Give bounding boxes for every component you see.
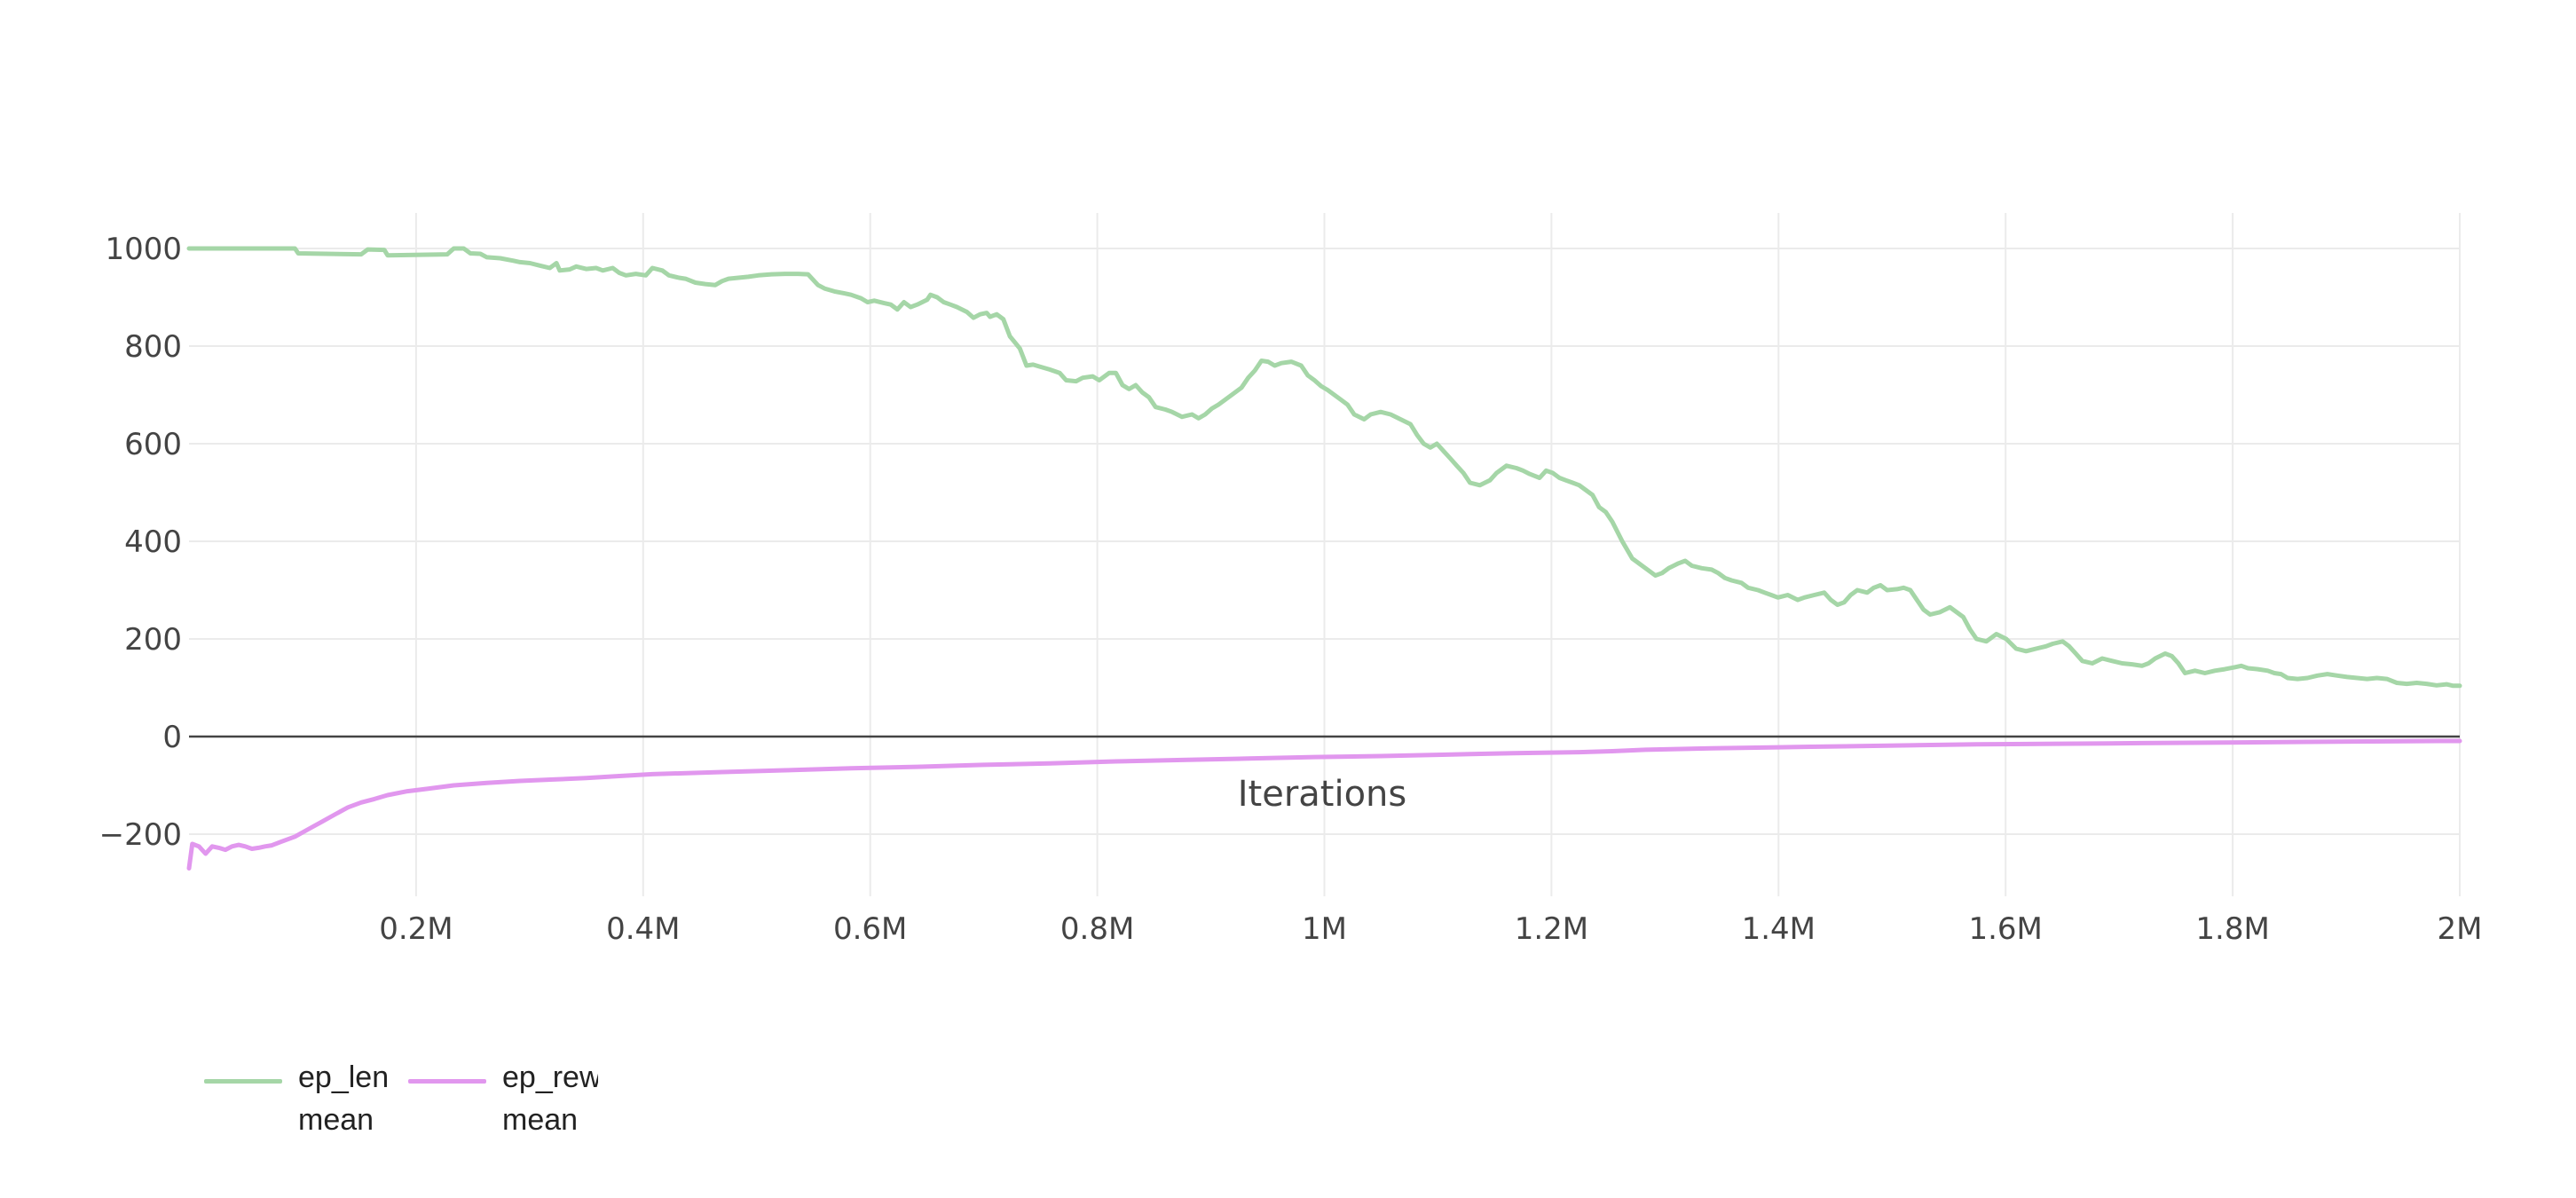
x-axis-ticks: 0.2M 0.4M 0.6M 0.8M 1M 1.2M 1.4M 1.6M 1.8M 2M bbox=[379, 911, 2482, 947]
series-line-ep-len-mean bbox=[186, 246, 2462, 689]
legend-item-ep-len-mean[interactable]: ep_len mean bbox=[204, 1056, 408, 1145]
legend-label-ep-rew-mean: ep_rew mean bbox=[502, 1060, 598, 1137]
y-tick-label: 200 bbox=[124, 622, 182, 658]
grid-lines bbox=[189, 213, 2461, 896]
legend-swatch-ep-len-mean bbox=[204, 1079, 282, 1084]
x-tick-label: 1.8M bbox=[2195, 911, 2269, 947]
y-tick-label: 600 bbox=[124, 427, 182, 462]
x-tick-label: 0.4M bbox=[606, 911, 680, 947]
x-tick-label: 1.4M bbox=[1742, 911, 1816, 947]
x-tick-label: 1.6M bbox=[1968, 911, 2042, 947]
x-tick-label: 2M bbox=[2438, 911, 2483, 947]
y-tick-label: 400 bbox=[124, 524, 182, 560]
x-tick-label: 0.2M bbox=[379, 911, 453, 947]
y-tick-label: 800 bbox=[124, 329, 182, 365]
series-layer bbox=[186, 246, 2462, 871]
y-tick-label: 1000 bbox=[105, 232, 182, 267]
x-axis-title: Iterations bbox=[1238, 774, 1407, 815]
legend-swatch-ep-rew-mean bbox=[408, 1079, 486, 1084]
legend-label-ep-len-mean: ep_len mean bbox=[298, 1060, 390, 1137]
x-tick-label: 0.6M bbox=[833, 911, 907, 947]
x-tick-label: 0.8M bbox=[1060, 911, 1134, 947]
y-tick-label: −200 bbox=[99, 817, 182, 853]
y-tick-label: 0 bbox=[162, 720, 182, 755]
series-line-ep-rew-mean bbox=[186, 738, 2462, 871]
x-tick-label: 1.2M bbox=[1515, 911, 1588, 947]
legend: ep_len mean ep_rew mean bbox=[204, 1056, 612, 1145]
x-tick-label: 1M bbox=[1302, 911, 1347, 947]
legend-item-ep-rew-mean[interactable]: ep_rew mean bbox=[408, 1056, 612, 1145]
y-axis-ticks: −200 0 200 400 600 800 1000 bbox=[99, 232, 182, 853]
